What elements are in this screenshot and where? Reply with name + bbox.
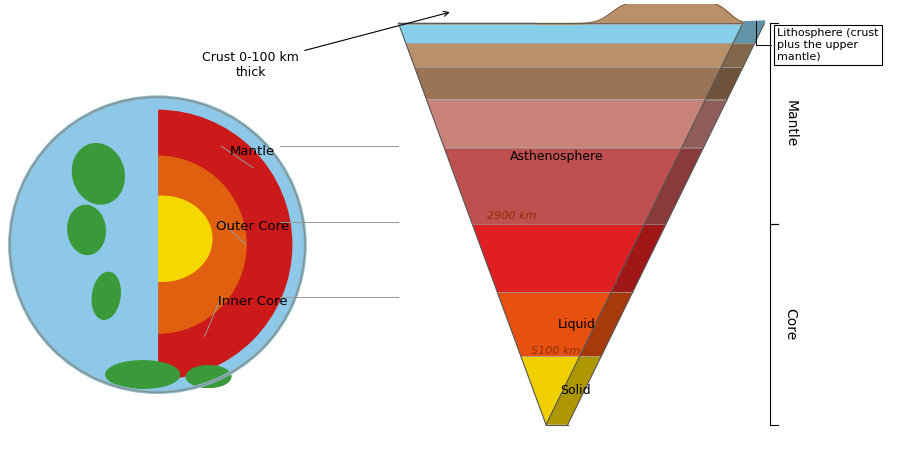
Polygon shape	[498, 292, 611, 356]
Ellipse shape	[106, 361, 179, 388]
Polygon shape	[445, 148, 682, 224]
Circle shape	[69, 156, 246, 333]
Text: Asthenosphere: Asthenosphere	[510, 150, 604, 163]
Text: Solid: Solid	[561, 384, 591, 397]
Polygon shape	[472, 224, 644, 292]
Polygon shape	[742, 21, 764, 23]
Text: Inner Core: Inner Core	[218, 295, 288, 308]
Ellipse shape	[106, 361, 179, 388]
Ellipse shape	[186, 366, 230, 387]
Text: 2900 km: 2900 km	[487, 211, 536, 221]
Text: Lithosphere (crust
plus the upper
mantle): Lithosphere (crust plus the upper mantle…	[756, 21, 878, 62]
Polygon shape	[611, 224, 666, 292]
Ellipse shape	[92, 272, 121, 320]
Ellipse shape	[112, 196, 212, 281]
Ellipse shape	[68, 205, 105, 255]
Polygon shape	[415, 68, 721, 99]
Text: Crust 0-100 km
thick: Crust 0-100 km thick	[202, 11, 449, 79]
Polygon shape	[733, 23, 764, 43]
Ellipse shape	[68, 205, 105, 255]
Circle shape	[10, 97, 305, 392]
Polygon shape	[406, 43, 733, 68]
Polygon shape	[399, 23, 742, 43]
Text: Core: Core	[783, 308, 797, 341]
Polygon shape	[682, 99, 727, 148]
Polygon shape	[546, 356, 601, 425]
Text: Mantle: Mantle	[230, 145, 275, 158]
Polygon shape	[721, 43, 754, 68]
Polygon shape	[427, 99, 706, 148]
Circle shape	[23, 110, 292, 379]
Text: 5100 km: 5100 km	[531, 346, 580, 356]
Polygon shape	[10, 97, 158, 392]
Polygon shape	[521, 356, 580, 425]
Ellipse shape	[92, 272, 121, 320]
Ellipse shape	[72, 144, 124, 204]
Text: Mantle: Mantle	[783, 100, 797, 147]
Text: Outer Core: Outer Core	[216, 220, 290, 234]
Polygon shape	[644, 148, 704, 224]
Text: Liquid: Liquid	[558, 318, 596, 331]
Ellipse shape	[72, 144, 124, 204]
Polygon shape	[580, 292, 633, 356]
Ellipse shape	[186, 366, 230, 387]
Polygon shape	[706, 68, 742, 99]
